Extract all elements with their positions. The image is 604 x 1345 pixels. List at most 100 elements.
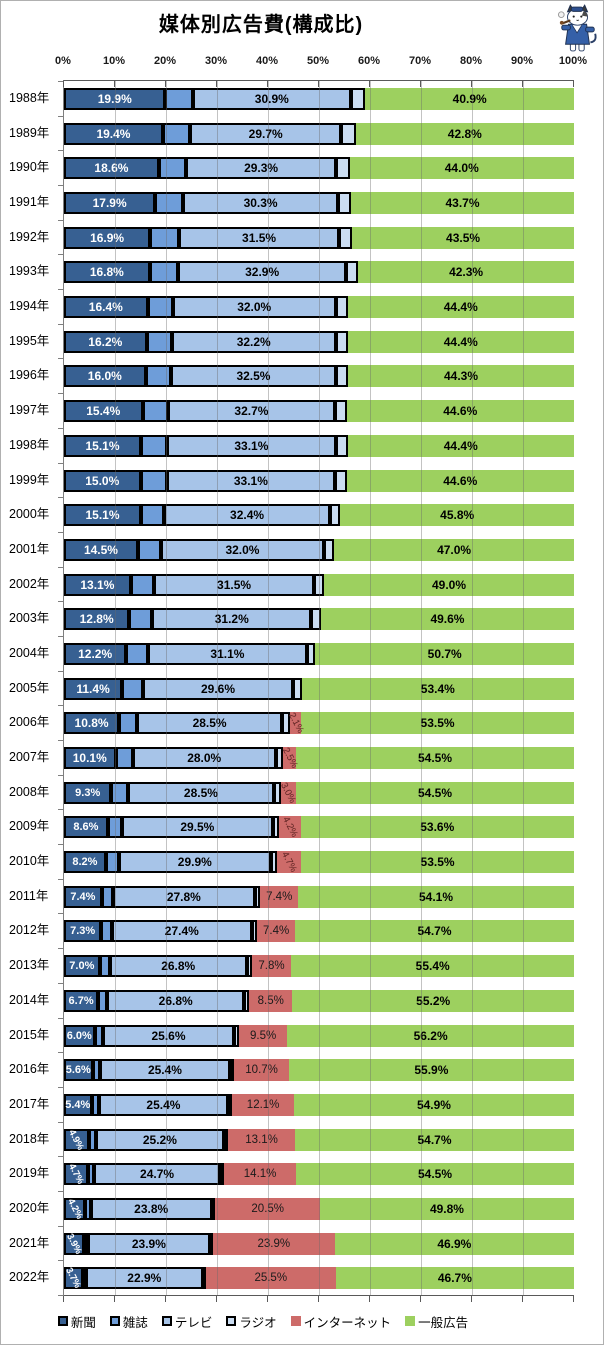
category-label: 2021年	[9, 1235, 50, 1250]
bar-label-newspaper: 16.9%	[90, 230, 125, 245]
x-axis-tick-label: 30%	[204, 55, 228, 67]
bar-label-general: 44.4%	[443, 438, 478, 453]
axis-tick	[369, 81, 370, 87]
axis-tick	[114, 81, 115, 87]
bar-row: 7.4% 27.8% 7.4% 54.1%	[64, 885, 574, 908]
bar-segment-general: 43.5%	[352, 226, 574, 249]
bar-label-tv: 23.9%	[131, 1236, 166, 1251]
bar-segment-newspaper: 16.2%	[64, 330, 147, 353]
bar-segment-radio	[209, 1232, 213, 1255]
bar-segment-magazine	[142, 400, 169, 423]
bar-segment-magazine	[107, 816, 123, 839]
bar-segment-tv: 32.9%	[178, 261, 346, 284]
bar-segment-general: 53.4%	[301, 677, 574, 700]
bar-segment-general: 53.6%	[300, 816, 574, 839]
bar-label-newspaper: 10.1%	[72, 751, 107, 766]
bar-row: 19.4% 29.7% 42.8%	[64, 122, 574, 145]
bar-segment-radio	[220, 1163, 225, 1186]
bar-segment-magazine	[99, 955, 110, 978]
bar-segment-general: 46.7%	[335, 1267, 574, 1290]
bar-segment-magazine	[83, 1232, 88, 1255]
bar-label-general: 50.7%	[427, 646, 462, 661]
bar-segment-radio	[246, 955, 252, 978]
bar-label-general: 56.2%	[413, 1028, 448, 1043]
axis-tick	[58, 1087, 64, 1088]
bar-segment-internet: 3.0%	[278, 781, 298, 805]
bar-row: 5.4% 25.4% 12.1% 54.9%	[64, 1093, 574, 1116]
bar-label-newspaper: 3.9%	[63, 1231, 84, 1256]
bar-segment-magazine	[137, 538, 161, 561]
bar-segment-tv: 26.8%	[109, 955, 247, 978]
bar-row: 12.8% 31.2% 49.6%	[64, 608, 574, 631]
bar-label-internet: 4.7%	[279, 849, 300, 875]
bar-segment-radio	[337, 192, 352, 215]
bar-segment-tv: 28.0%	[132, 747, 276, 770]
bar-segment-tv: 29.3%	[186, 157, 336, 180]
gridline	[166, 81, 167, 1295]
bar-segment-magazine	[147, 296, 173, 319]
bar-segment-newspaper: 19.4%	[64, 122, 163, 145]
bar-segment-magazine	[129, 608, 153, 631]
bar-label-newspaper: 5.4%	[65, 1098, 91, 1111]
bar-label-tv: 23.8%	[134, 1201, 169, 1216]
legend-label: 雑誌	[122, 1315, 148, 1330]
bar-label-newspaper: 4.9%	[66, 1127, 87, 1152]
bar-label-tv: 33.1%	[233, 473, 268, 488]
legend-swatch	[290, 1316, 301, 1326]
bar-label-general: 45.8%	[440, 508, 475, 523]
gridline	[217, 81, 218, 1295]
bar-segment-general: 54.7%	[295, 1128, 574, 1151]
x-axis-tick-label: 90%	[510, 55, 534, 67]
axis-tick	[58, 358, 64, 359]
legend: 新聞 雑誌 テレビ ラジオ インターネット 一般広告	[1, 1306, 525, 1336]
bar-label-tv: 32.0%	[237, 300, 272, 315]
bar-label-internet: 14.1%	[243, 1168, 277, 1181]
bar-label-tv: 27.8%	[166, 889, 201, 904]
x-axis-tick-label: 20%	[153, 55, 177, 67]
legend-item: インターネット	[290, 1312, 391, 1331]
bar-segment-general: 54.1%	[298, 885, 574, 908]
bar-segment-magazine	[85, 1197, 91, 1220]
bar-row: 9.3% 28.5% 3.0% 54.5%	[64, 781, 574, 805]
category-label: 2006年	[9, 715, 50, 730]
bar-row: 8.6% 29.5% 4.2% 53.6%	[64, 815, 574, 840]
bar-segment-general: 44.4%	[347, 330, 574, 353]
bar-segment-magazine	[140, 469, 167, 492]
bar-label-newspaper: 6.0%	[66, 1029, 92, 1042]
bar-segment-radio	[211, 1197, 216, 1220]
axis-tick	[58, 150, 64, 151]
axis-tick	[58, 220, 64, 221]
category-label: 2003年	[9, 611, 50, 626]
bar-segment-general: 55.4%	[291, 955, 574, 978]
bar-label-newspaper: 15.1%	[85, 508, 120, 523]
axis-tick	[58, 324, 64, 325]
bar-segment-internet: 14.1%	[224, 1163, 297, 1186]
axis-tick	[58, 809, 64, 810]
bar-row: 16.4% 32.0% 44.4%	[64, 296, 574, 319]
bar-segment-newspaper: 9.3%	[64, 781, 112, 804]
category-label: 2017年	[9, 1096, 50, 1111]
bar-label-tv: 31.5%	[217, 577, 252, 592]
bar-segment-newspaper: 15.1%	[64, 434, 141, 457]
bar-segment-magazine	[150, 226, 179, 249]
bar-label-general: 54.5%	[417, 751, 452, 766]
bar-row: 15.1% 32.4% 45.8%	[64, 504, 574, 527]
bar-label-tv: 31.5%	[242, 230, 277, 245]
bar-segment-radio	[314, 573, 325, 596]
bar-segment-radio	[202, 1267, 206, 1290]
bar-segment-general: 44.3%	[348, 365, 574, 388]
bar-label-tv: 32.0%	[225, 542, 260, 557]
bar-label-tv: 22.9%	[127, 1271, 162, 1286]
axis-tick	[58, 497, 64, 498]
bar-label-tv: 27.4%	[164, 924, 199, 939]
bar-segment-general: 49.0%	[324, 573, 574, 596]
bar-label-newspaper: 17.9%	[92, 196, 127, 211]
bar-row: 12.2% 31.1% 50.7%	[64, 642, 574, 665]
bar-segment-tv: 26.8%	[107, 989, 244, 1012]
bar-segment-newspaper: 15.1%	[64, 504, 141, 527]
bar-segment-tv: 23.8%	[90, 1197, 212, 1220]
bar-segment-tv: 28.5%	[128, 781, 274, 804]
legend-item: ラジオ	[226, 1312, 277, 1331]
bar-label-internet: 8.5%	[257, 994, 284, 1007]
axis-tick	[58, 948, 64, 949]
